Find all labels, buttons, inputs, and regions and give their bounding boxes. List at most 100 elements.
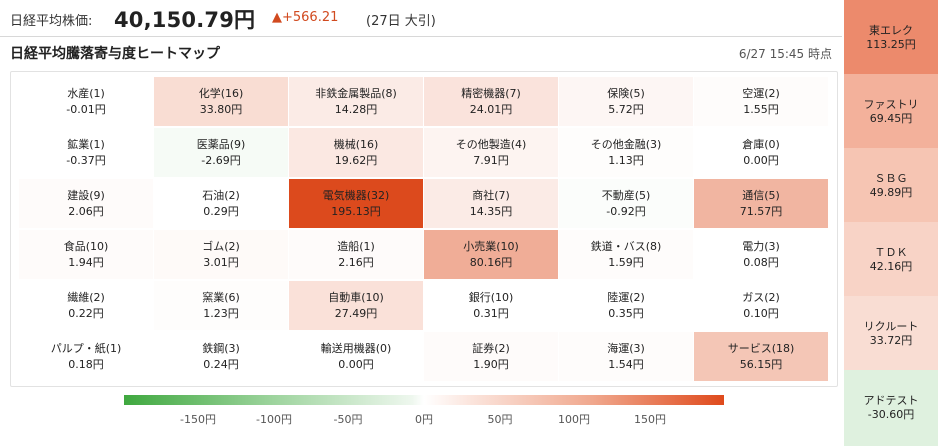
index-value: 40,150.79円 <box>114 8 256 32</box>
sector-cell[interactable]: 保険(5) 5.72円 <box>559 77 693 126</box>
contributor-name: ＳＢＧ <box>874 172 908 185</box>
sector-contribution: 80.16円 <box>469 256 513 269</box>
sector-cell[interactable]: 精密機器(7) 24.01円 <box>424 77 558 126</box>
sector-contribution: 3.01円 <box>203 256 239 269</box>
sector-name: 倉庫(0) <box>742 138 780 151</box>
top-contributors-sidebar: 東エレク 113.25円 ファストリ 69.45円 ＳＢＧ 49.89円 ＴＤＫ 42.16円… <box>844 0 938 446</box>
sector-cell[interactable]: 商社(7) 14.35円 <box>424 179 558 228</box>
sector-name: 陸運(2) <box>607 291 645 304</box>
contributor-value: 113.25円 <box>866 38 916 51</box>
sector-contribution: 0.31円 <box>473 307 509 320</box>
sector-contribution: 1.23円 <box>203 307 239 320</box>
contributor-card[interactable]: ファストリ 69.45円 <box>844 74 938 150</box>
legend-tick-label: 0円 <box>415 413 433 426</box>
sector-cell[interactable]: ガス(2) 0.10円 <box>694 281 828 330</box>
sector-cell[interactable]: 海運(3) 1.54円 <box>559 332 693 381</box>
sector-contribution: 1.54円 <box>608 358 644 371</box>
legend-ticks: -150円 -100円 -50円 0円 50円 100円 150円 <box>124 411 724 427</box>
sector-cell[interactable]: 鉱業(1) -0.37円 <box>19 128 153 177</box>
sector-name: 機械(16) <box>333 138 379 151</box>
index-label: 日経平均株価: <box>10 14 93 29</box>
sector-name: 食品(10) <box>63 240 109 253</box>
sector-contribution: 0.22円 <box>68 307 104 320</box>
sector-cell[interactable]: 倉庫(0) 0.00円 <box>694 128 828 177</box>
sector-cell[interactable]: 自動車(10) 27.49円 <box>289 281 423 330</box>
sector-cell[interactable]: 医薬品(9) -2.69円 <box>154 128 288 177</box>
sector-name: ゴム(2) <box>202 240 240 253</box>
contributor-value: 49.89円 <box>869 186 913 199</box>
contributor-card[interactable]: 東エレク 113.25円 <box>844 0 938 76</box>
sector-cell[interactable]: 建設(9) 2.06円 <box>19 179 153 228</box>
heatmap-title: 日経平均騰落寄与度ヒートマップ <box>10 46 220 62</box>
sector-name: 輸送用機器(0) <box>320 342 392 355</box>
sector-contribution: 0.24円 <box>203 358 239 371</box>
sector-cell[interactable]: ゴム(2) 3.01円 <box>154 230 288 279</box>
sector-name: 石油(2) <box>202 189 240 202</box>
contributor-card[interactable]: リクルート 33.72円 <box>844 296 938 372</box>
sector-contribution: 1.59円 <box>608 256 644 269</box>
legend-tick-label: 50円 <box>487 413 513 426</box>
sector-name: 不動産(5) <box>601 189 651 202</box>
sector-cell[interactable]: 陸運(2) 0.35円 <box>559 281 693 330</box>
sector-cell[interactable]: 鉄道・バス(8) 1.59円 <box>559 230 693 279</box>
sector-contribution: 1.13円 <box>608 154 644 167</box>
sector-name: 証券(2) <box>472 342 510 355</box>
sector-contribution: -0.92円 <box>606 205 646 218</box>
sector-contribution: 14.35円 <box>469 205 513 218</box>
contributor-card[interactable]: ＳＢＧ 49.89円 <box>844 148 938 224</box>
contributor-value: 33.72円 <box>869 334 913 347</box>
sector-contribution: 0.08円 <box>743 256 779 269</box>
sector-cell[interactable]: 水産(1) -0.01円 <box>19 77 153 126</box>
legend-tick-label: -100円 <box>256 413 292 426</box>
sector-cell[interactable]: 輸送用機器(0) 0.00円 <box>289 332 423 381</box>
contributor-name: アドテスト <box>863 394 919 407</box>
contributor-card[interactable]: アドテスト -30.60円 <box>844 370 938 446</box>
sector-contribution: 2.16円 <box>338 256 374 269</box>
sector-name: 建設(9) <box>67 189 105 202</box>
contributor-value: 42.16円 <box>869 260 913 273</box>
sector-contribution: 0.00円 <box>338 358 374 371</box>
sector-cell[interactable]: 機械(16) 19.62円 <box>289 128 423 177</box>
sector-cell[interactable]: 空運(2) 1.55円 <box>694 77 828 126</box>
sector-name: その他製造(4) <box>455 138 527 151</box>
sector-cell[interactable]: 非鉄金属製品(8) 14.28円 <box>289 77 423 126</box>
sector-cell[interactable]: 食品(10) 1.94円 <box>19 230 153 279</box>
legend-gradient-bar <box>124 395 724 405</box>
sector-contribution: 19.62円 <box>334 154 378 167</box>
contributor-name: リクルート <box>863 320 919 333</box>
sector-cell[interactable]: 繊維(2) 0.22円 <box>19 281 153 330</box>
sector-contribution: 0.10円 <box>743 307 779 320</box>
sector-name: 通信(5) <box>742 189 780 202</box>
sector-cell[interactable]: その他金融(3) 1.13円 <box>559 128 693 177</box>
sector-name: 非鉄金属製品(8) <box>315 87 397 100</box>
sector-cell[interactable]: 電気機器(32) 195.13円 <box>289 179 423 228</box>
sector-cell[interactable]: 石油(2) 0.29円 <box>154 179 288 228</box>
sector-cell[interactable]: 証券(2) 1.90円 <box>424 332 558 381</box>
sector-cell[interactable]: 銀行(10) 0.31円 <box>424 281 558 330</box>
sector-name: 海運(3) <box>607 342 645 355</box>
sector-cell[interactable]: 通信(5) 71.57円 <box>694 179 828 228</box>
sector-cell[interactable]: 造船(1) 2.16円 <box>289 230 423 279</box>
sector-cell[interactable]: パルプ・紙(1) 0.18円 <box>19 332 153 381</box>
sector-name: その他金融(3) <box>590 138 662 151</box>
sector-name: 自動車(10) <box>328 291 384 304</box>
sector-contribution: -0.01円 <box>66 103 106 116</box>
sector-cell[interactable]: その他製造(4) 7.91円 <box>424 128 558 177</box>
legend-tick-label: 150円 <box>634 413 666 426</box>
contributor-card[interactable]: ＴＤＫ 42.16円 <box>844 222 938 298</box>
sector-cell[interactable]: 鉄鋼(3) 0.24円 <box>154 332 288 381</box>
sector-cell[interactable]: 小売業(10) 80.16円 <box>424 230 558 279</box>
sector-contribution: 33.80円 <box>199 103 243 116</box>
sector-cell[interactable]: 不動産(5) -0.92円 <box>559 179 693 228</box>
sector-contribution: 27.49円 <box>334 307 378 320</box>
sector-cell[interactable]: 化学(16) 33.80円 <box>154 77 288 126</box>
sector-name: 小売業(10) <box>463 240 519 253</box>
sector-contribution: 0.29円 <box>203 205 239 218</box>
sector-name: 精密機器(7) <box>461 87 521 100</box>
sector-cell[interactable]: 電力(3) 0.08円 <box>694 230 828 279</box>
sector-cell[interactable]: 窯業(6) 1.23円 <box>154 281 288 330</box>
contributor-name: ファストリ <box>863 98 919 111</box>
contributor-value: 69.45円 <box>869 112 913 125</box>
sector-cell[interactable]: サービス(18) 56.15円 <box>694 332 828 381</box>
sector-contribution: 1.55円 <box>743 103 779 116</box>
